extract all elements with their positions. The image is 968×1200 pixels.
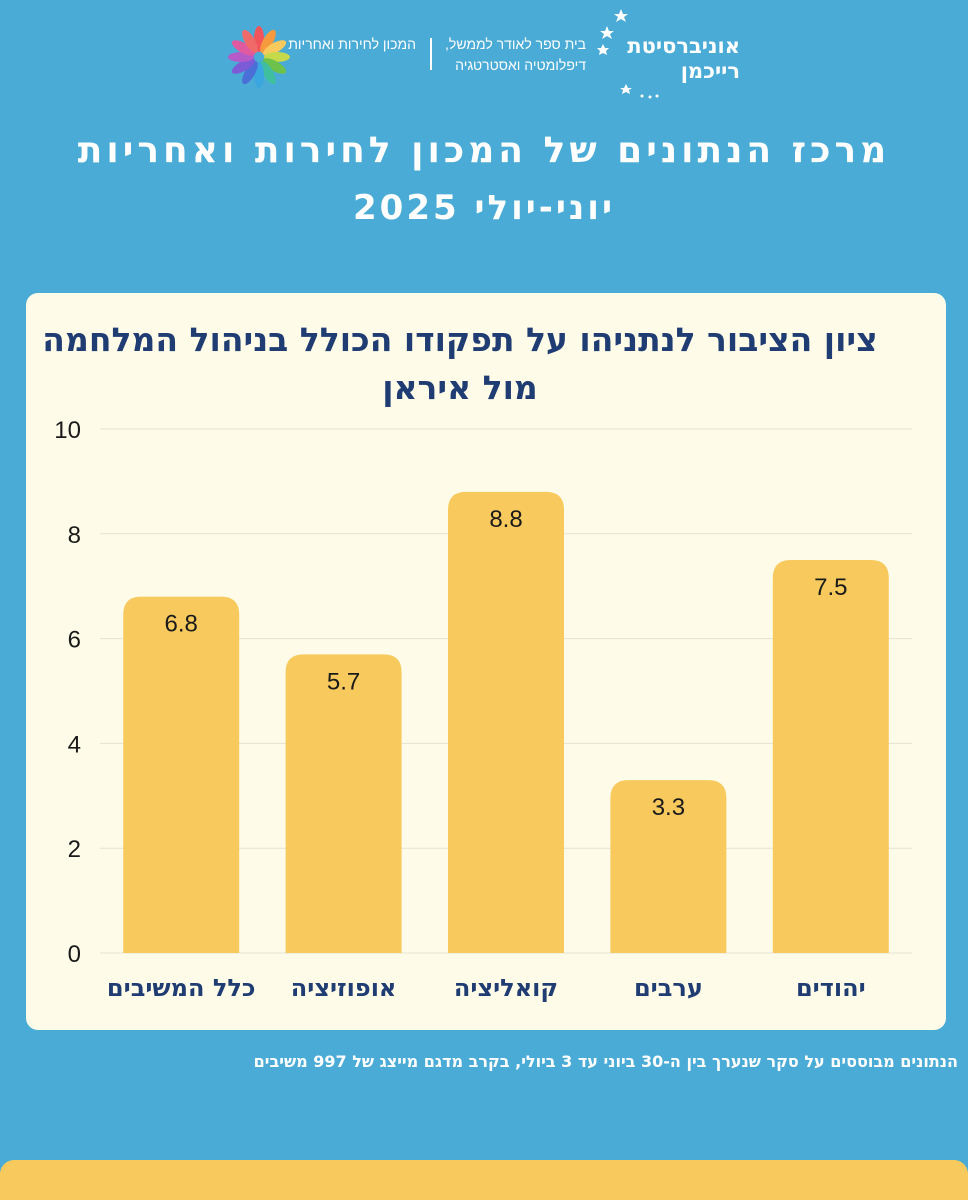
bottom-band: [0, 1160, 968, 1200]
y-tick-label: 8: [68, 522, 81, 549]
page-subtitle: יוני-יולי 2025: [353, 188, 615, 228]
bar: [610, 780, 727, 953]
bar-value-label: 6.8: [165, 611, 198, 638]
institute-flower-icon: [228, 26, 290, 88]
institute-name: המכון לחירות ואחריות: [288, 36, 416, 52]
logo-divider: [430, 38, 432, 70]
x-category-label: קואליציה: [454, 974, 558, 1002]
bars: [123, 491, 889, 953]
bar: [123, 596, 240, 953]
x-category-label: יהודים: [796, 974, 866, 1002]
bar-chart: 0 2 4 6 8 10 7.5 3.3 8.8 5.7 6.8 יהודים ערבים קואלי…: [54, 417, 912, 1002]
y-tick-label: 4: [68, 731, 81, 758]
y-tick-label: 10: [54, 417, 81, 444]
category-labels: יהודים ערבים קואליציה אופוזיציה כלל המשיבים: [107, 974, 866, 1002]
x-category-label: כלל המשיבים: [107, 974, 256, 1002]
y-tick-label: 2: [68, 836, 81, 863]
survey-footnote: הנתונים מבוססים על סקר שנערך בין ה-30 בי…: [253, 1052, 958, 1071]
chart-title: ציון הציבור לנתניהו על תפקודו הכולל בניה…: [42, 320, 878, 407]
reichman-stars-icon: [597, 9, 659, 99]
logos-bar: אוניברסיטת רייכמן בית ספר לאודר לממשל, ד…: [0, 0, 968, 110]
bar: [772, 560, 889, 953]
bar: [448, 491, 564, 953]
y-axis-ticks: 0 2 4 6 8 10: [54, 417, 81, 968]
university-name: אוניברסיטת רייכמן: [627, 34, 740, 83]
page-title: מרכז הנתונים של המכון לחירות ואחריות: [77, 130, 891, 171]
x-category-label: ערבים: [634, 974, 703, 1002]
bar-value-label: 3.3: [652, 794, 685, 821]
y-tick-label: 0: [68, 941, 81, 968]
bar-value-label: 5.7: [327, 668, 360, 695]
school-name: בית ספר לאודר לממשל, דיפלומטיה ואסטרטגיה: [445, 36, 586, 73]
bar-value-label: 8.8: [489, 506, 522, 533]
bar: [285, 654, 402, 953]
value-labels: 7.5 3.3 8.8 5.7 6.8: [165, 506, 848, 821]
y-tick-label: 6: [68, 627, 81, 654]
bar-value-label: 7.5: [814, 574, 847, 601]
x-category-label: אופוזיציה: [291, 974, 397, 1002]
